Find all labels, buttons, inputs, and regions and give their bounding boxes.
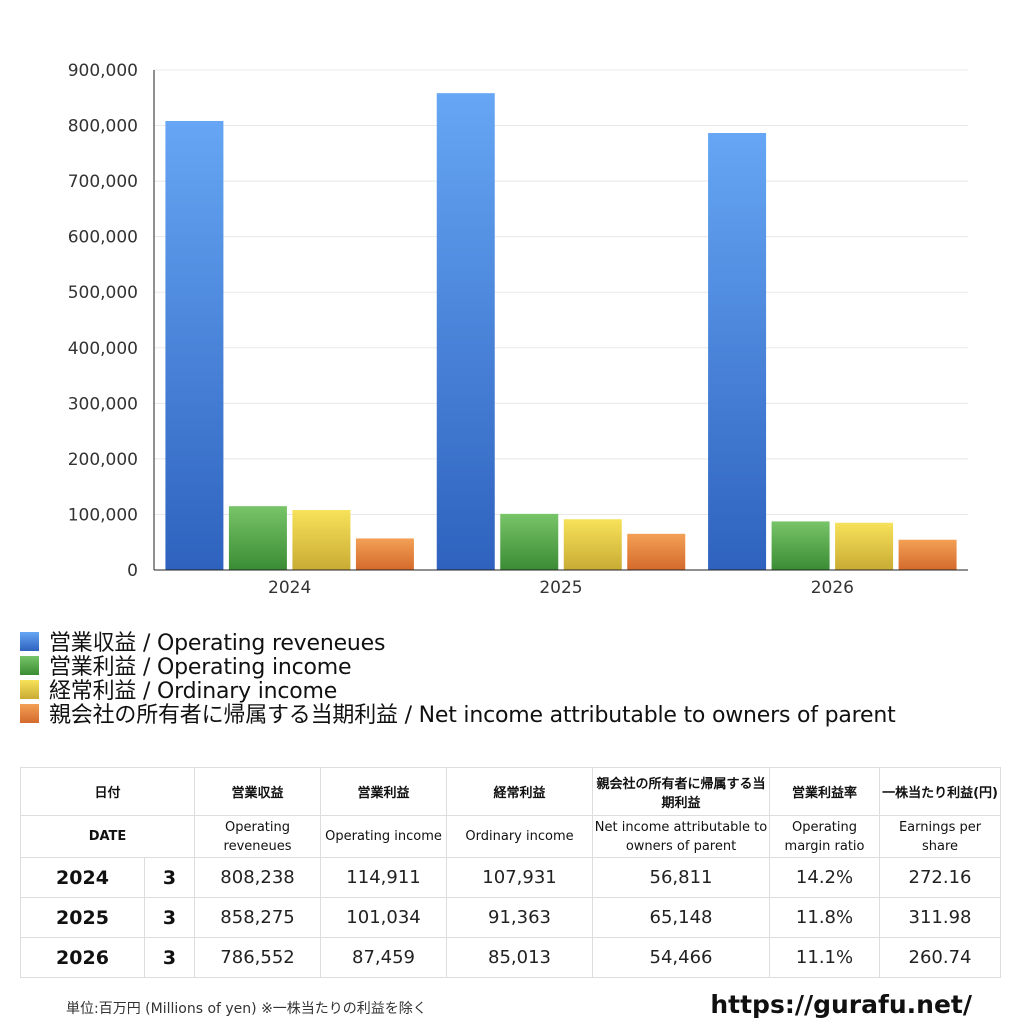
header-date-ja: 日付 [19,767,196,816]
cell-margin: 11.8% [769,897,881,938]
grid-lines [154,69,968,515]
legend-item-operating-revenues: 営業収益 / Operating reveneues [20,629,896,656]
y-tick-label: 700,000 [68,172,138,192]
cell-net-income: 56,811 [592,857,771,898]
cell-month: 3 [143,937,196,978]
bar-2025-series-3 [627,533,686,570]
cell-net-income: 65,148 [592,897,771,938]
header-net-income-ja: 親会社の所有者に帰属する当期利益 [592,767,771,816]
bar-2025-series-2 [563,519,622,570]
y-tick-label: 200,000 [68,450,138,470]
legend-item-net-income: 親会社の所有者に帰属する当期利益 / Net income attributab… [20,701,896,728]
legend-label: 親会社の所有者に帰属する当期利益 / Net income attributab… [49,703,896,728]
table-row: 2026 3 786,552 87,459 85,013 54,466 11.1… [20,937,1002,978]
bar-2025-series-1 [500,513,559,570]
bar-2025-series-0 [436,93,495,571]
legend-swatch-blue [20,631,39,651]
y-tick-label: 400,000 [68,339,138,359]
cell-year: 2025 [20,897,145,938]
bar-chart: 0 100,000 200,000 300,000 400,000 500,000 600,… [68,61,968,598]
legend-swatch-green [20,655,39,675]
header-eps-ja: 一株当たり利益(円) [879,767,1002,816]
table-header-ja: 日付 営業収益 営業利益 経常利益 親会社の所有者に帰属する当期利益 営業利益率… [19,767,1002,816]
cell-month: 3 [143,857,196,898]
y-tick-label: 0 [127,561,138,581]
x-tick-label: 2025 [539,578,582,598]
header-margin-ja: 営業利益率 [769,767,881,816]
y-tick-label: 100,000 [68,505,138,525]
header-operating-revenues-ja: 営業収益 [194,767,322,816]
financial-data-table: 日付 営業収益 営業利益 経常利益 親会社の所有者に帰属する当期利益 営業利益率… [19,767,1002,978]
bar-2024-series-0 [165,120,224,571]
table-header-en: DATE Operating reveneues Operating incom… [19,815,1002,858]
header-operating-revenues-en: Operating reveneues [194,815,322,858]
y-tick-label: 900,000 [68,61,138,81]
table-row: 2025 3 858,275 101,034 91,363 65,148 11.… [20,897,1002,938]
axes: 0 100,000 200,000 300,000 400,000 500,000 600,… [68,61,968,598]
legend-item-operating-income: 営業利益 / Operating income [20,653,896,680]
site-url: https://gurafu.net/ [710,990,972,1019]
header-ordinary-income-en: Ordinary income [446,815,594,858]
cell-operating-income: 87,459 [320,937,448,978]
cell-eps: 272.16 [879,857,1002,898]
cell-ordinary-income: 107,931 [446,857,594,898]
cell-net-income: 54,466 [592,937,771,978]
legend-label: 営業利益 / Operating income [49,655,352,680]
y-tick-label: 800,000 [68,117,138,137]
legend-label: 経常利益 / Ordinary income [49,679,338,704]
legend-swatch-orange [20,703,39,723]
bar-2024-series-3 [355,538,414,570]
cell-operating-revenues: 808,238 [194,857,322,898]
cell-operating-revenues: 786,552 [194,937,322,978]
cell-operating-income: 101,034 [320,897,448,938]
header-operating-income-ja: 営業利益 [320,767,448,816]
legend: 営業収益 / Operating reveneues 営業利益 / Operat… [20,629,896,728]
header-operating-income-en: Operating income [320,815,448,858]
bar-2026-series-0 [708,133,767,570]
unit-footnote: 単位:百万円 (Millions of yen) ※一株当たりの利益を除く [66,1001,427,1017]
cell-margin: 14.2% [769,857,881,898]
legend-label: 営業収益 / Operating reveneues [49,631,386,656]
header-eps-en: Earnings per share [879,815,1002,858]
header-net-income-en: Net income attributable to owners of par… [592,815,771,858]
cell-year: 2024 [20,857,145,898]
cell-month: 3 [143,897,196,938]
cell-eps: 311.98 [879,897,1002,938]
bars [165,93,957,571]
x-tick-label: 2024 [268,578,311,598]
header-date-en: DATE [19,815,196,858]
y-tick-label: 300,000 [68,394,138,414]
cell-ordinary-income: 91,363 [446,897,594,938]
header-ordinary-income-ja: 経常利益 [446,767,594,816]
bar-2024-series-1 [228,506,287,570]
bar-2024-series-2 [292,510,351,570]
y-tick-label: 500,000 [68,283,138,303]
x-tick-label: 2026 [811,578,854,598]
cell-eps: 260.74 [879,937,1002,978]
legend-item-ordinary-income: 経常利益 / Ordinary income [20,677,896,704]
cell-ordinary-income: 85,013 [446,937,594,978]
bar-2026-series-1 [771,521,830,570]
cell-margin: 11.1% [769,937,881,978]
bar-2026-series-3 [898,539,957,570]
table-row: 2024 3 808,238 114,911 107,931 56,811 14… [20,857,1002,898]
header-margin-en: Operating margin ratio [769,815,881,858]
cell-operating-revenues: 858,275 [194,897,322,938]
cell-operating-income: 114,911 [320,857,448,898]
legend-swatch-yellow [20,679,39,699]
cell-year: 2026 [20,937,145,978]
bar-2026-series-2 [835,522,894,570]
y-tick-label: 600,000 [68,228,138,248]
